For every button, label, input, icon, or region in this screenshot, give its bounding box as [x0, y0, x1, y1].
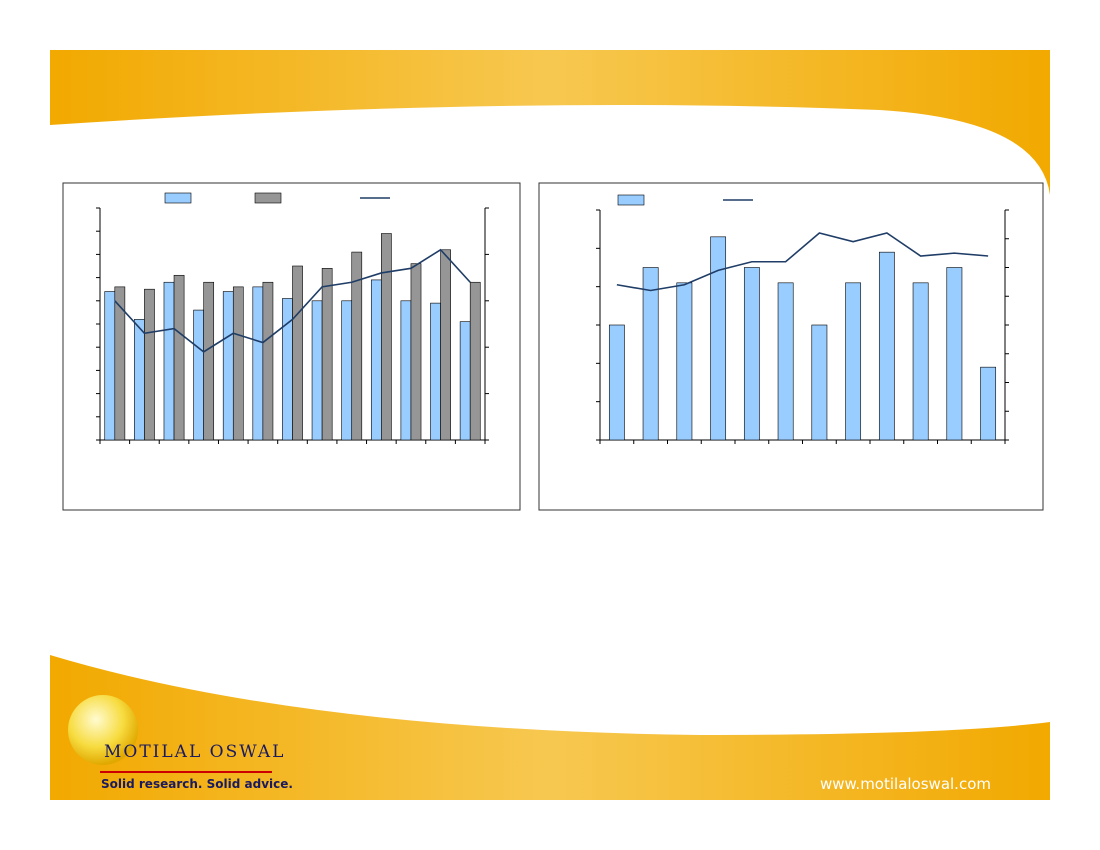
bar — [676, 282, 693, 441]
bar — [114, 286, 126, 441]
bar — [370, 279, 382, 441]
bar — [292, 265, 303, 441]
bar — [743, 267, 760, 441]
bar — [163, 281, 175, 441]
bar — [104, 291, 116, 441]
bar — [232, 286, 244, 441]
bar — [410, 263, 422, 441]
bar — [262, 281, 274, 441]
legend-swatch — [254, 192, 282, 204]
top-banner — [50, 50, 1050, 195]
bar — [173, 274, 185, 441]
logo-sun — [68, 695, 138, 765]
bar — [351, 251, 363, 441]
line — [114, 248, 471, 353]
bar — [878, 251, 895, 441]
bar — [193, 309, 204, 441]
bar — [710, 236, 727, 441]
bar — [642, 267, 659, 441]
bar — [134, 319, 145, 441]
bar — [430, 302, 441, 441]
bar — [469, 281, 481, 441]
legend-swatch — [617, 194, 645, 206]
bar — [777, 282, 794, 441]
bar — [400, 300, 412, 441]
bar — [459, 321, 471, 441]
line — [616, 232, 989, 292]
bar — [222, 291, 234, 441]
bar — [608, 324, 625, 441]
brand-name: MOTILAL OSWAL — [104, 742, 286, 762]
brand-tagline: Solid research. Solid advice. — [101, 777, 293, 791]
bar — [252, 286, 264, 441]
bar — [980, 366, 997, 441]
bar — [341, 300, 353, 441]
legend-swatch — [164, 192, 192, 204]
bar — [811, 324, 828, 441]
bar — [440, 249, 451, 441]
bar — [321, 268, 333, 441]
brand-url: www.motilaloswal.com — [820, 775, 991, 793]
bar — [144, 288, 155, 441]
bar — [311, 300, 323, 441]
bar — [912, 282, 929, 441]
bottom-banner — [50, 655, 1050, 800]
bar — [845, 282, 862, 441]
bar — [381, 233, 392, 441]
bar — [203, 281, 215, 441]
bar — [946, 267, 963, 441]
